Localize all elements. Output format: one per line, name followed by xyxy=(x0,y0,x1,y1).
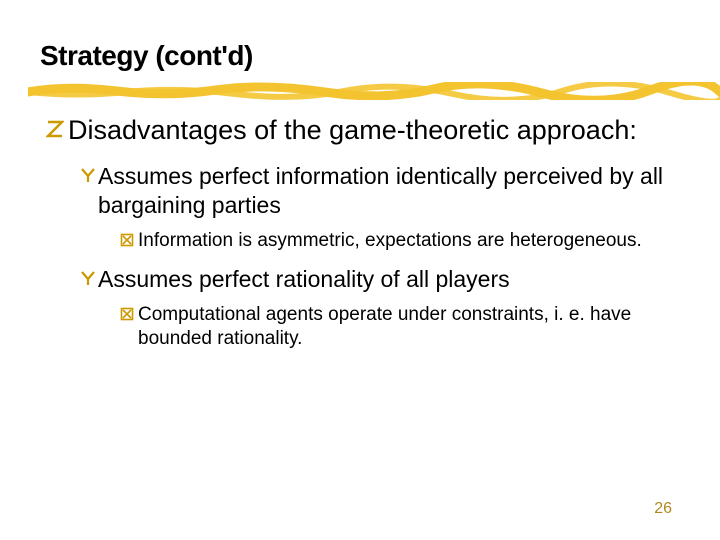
slide-title: Strategy (cont'd) xyxy=(40,40,680,72)
slide-container: Strategy (cont'd) Disadvantages of the g… xyxy=(0,0,720,540)
level1-text: Disadvantages of the game-theoretic appr… xyxy=(68,114,637,148)
level3-text-1: Computational agents operate under const… xyxy=(138,303,680,352)
page-number: 26 xyxy=(654,500,672,518)
level3-text-0: Information is asymmetric, expectations … xyxy=(138,229,642,254)
x-bullet-icon xyxy=(120,233,134,252)
bullet-level3: Computational agents operate under const… xyxy=(120,303,680,352)
bullet-level3: Information is asymmetric, expectations … xyxy=(120,229,680,254)
level2-text-1: Assumes perfect rationality of all playe… xyxy=(98,265,510,294)
title-underline xyxy=(28,82,720,100)
y-bullet-icon xyxy=(80,270,96,291)
x-bullet-icon xyxy=(120,307,134,326)
bullet-level2: Assumes perfect information identically … xyxy=(80,162,680,221)
title-block: Strategy (cont'd) xyxy=(40,40,680,72)
bullet-level1: Disadvantages of the game-theoretic appr… xyxy=(46,114,680,148)
y-bullet-icon xyxy=(80,167,96,188)
bullet-level2: Assumes perfect rationality of all playe… xyxy=(80,265,680,294)
z-bullet-icon xyxy=(46,120,64,143)
level2-text-0: Assumes perfect information identically … xyxy=(98,162,680,221)
